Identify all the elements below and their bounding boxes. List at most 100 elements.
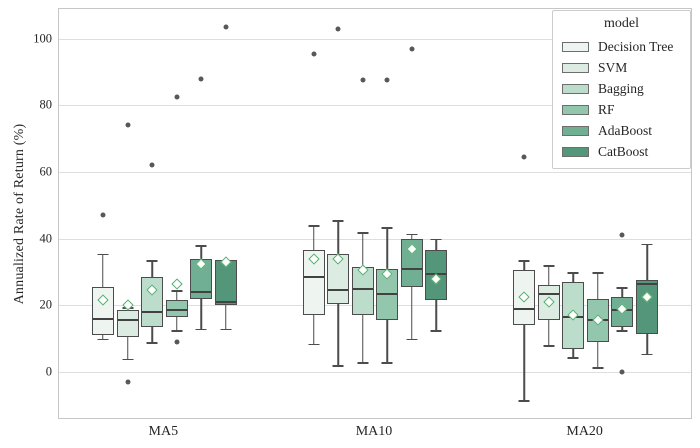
whisker-cap-bottom-catboost-ma5 <box>220 328 232 331</box>
whisker-cap-top-bagging-ma10 <box>357 232 369 234</box>
legend-swatch-adaboost <box>562 125 589 136</box>
legend-label-catboost: CatBoost <box>598 143 649 159</box>
legend-swatch-catboost <box>562 146 589 157</box>
median-svm-ma10 <box>328 289 349 292</box>
y-tick-label-60: 60 <box>39 164 53 179</box>
whisker-cap-bottom-catboost-ma20 <box>641 353 653 356</box>
whisker-cap-top-rf-ma20 <box>592 272 604 274</box>
x-tick-label-ma10: MA10 <box>355 424 393 439</box>
legend-swatch-rf <box>562 104 589 115</box>
outlier-decision-tree-ma20-0 <box>521 154 527 160</box>
whisker-cap-top-catboost-ma20 <box>641 243 653 246</box>
whisker-cap-bottom-bagging-ma5 <box>146 342 158 344</box>
median-decision-tree-ma5 <box>92 317 113 320</box>
whisker-cap-top-adaboost-ma10 <box>406 233 418 236</box>
box-rf-ma5 <box>165 300 188 317</box>
legend-label-rf: RF <box>598 101 615 117</box>
outlier-adaboost-ma10-0 <box>409 46 415 52</box>
legend-label-bagging: Bagging <box>598 80 644 96</box>
outlier-adaboost-ma5-0 <box>198 76 204 82</box>
median-bagging-ma5 <box>142 311 163 313</box>
y-tick-label-80: 80 <box>39 97 53 112</box>
outlier-catboost-ma5-0 <box>223 24 229 30</box>
gridline-80 <box>59 105 691 107</box>
whisker-cap-top-catboost-ma10 <box>430 238 442 241</box>
legend-entry-catboost: CatBoost <box>553 141 690 162</box>
legend-label-decision-tree: Decision Tree <box>598 38 674 54</box>
legend-title: model <box>604 16 639 31</box>
whisker-cap-top-rf-ma5 <box>171 290 183 292</box>
whisker-cap-top-rf-ma10 <box>381 227 393 229</box>
whisker-cap-bottom-decision-tree-ma20 <box>518 400 530 402</box>
whisker-cap-bottom-adaboost-ma5 <box>195 328 207 331</box>
whisker-cap-top-adaboost-ma20 <box>616 287 628 289</box>
y-tick-label-40: 40 <box>39 231 53 246</box>
y-axis-title: Annualized Rate of Return (%) <box>12 123 27 305</box>
legend-label-adaboost: AdaBoost <box>598 122 652 138</box>
legend-entry-svm: SVM <box>553 57 690 78</box>
whisker-cap-top-bagging-ma5 <box>146 260 158 262</box>
outlier-bagging-ma5-0 <box>149 162 155 168</box>
whisker-cap-bottom-decision-tree-ma5 <box>97 338 109 341</box>
outlier-svm-ma5-0 <box>125 122 131 128</box>
whisker-cap-top-adaboost-ma5 <box>195 245 207 247</box>
median-rf-ma5 <box>166 309 187 312</box>
whisker-cap-bottom-bagging-ma20 <box>567 357 579 359</box>
outlier-decision-tree-ma5-0 <box>100 212 106 218</box>
median-decision-tree-ma20 <box>514 307 535 310</box>
whisker-cap-top-decision-tree-ma5 <box>97 253 109 256</box>
whisker-cap-bottom-rf-ma10 <box>381 362 393 364</box>
median-rf-ma10 <box>377 292 398 295</box>
legend-entry-adaboost: AdaBoost <box>553 120 690 141</box>
whisker-cap-top-decision-tree-ma20 <box>518 260 530 262</box>
whisker-cap-bottom-svm-ma5 <box>122 358 134 361</box>
median-catboost-ma20 <box>637 282 658 285</box>
gridline-60 <box>59 172 691 173</box>
outlier-decision-tree-ma10-0 <box>311 51 317 57</box>
mean-marker-svm-ma5 <box>121 299 134 311</box>
outlier-rf-ma5-0 <box>174 94 180 100</box>
legend-swatch-svm <box>562 62 589 73</box>
median-svm-ma20 <box>538 292 559 295</box>
whisker-cap-bottom-adaboost-ma10 <box>406 338 418 341</box>
gridline-20 <box>59 305 691 307</box>
box-svm-ma5 <box>116 310 139 337</box>
whisker-cap-bottom-rf-ma20 <box>592 367 604 369</box>
mean-marker-rf-ma5 <box>170 277 183 290</box>
median-svm-ma5 <box>117 319 138 322</box>
legend-entry-bagging: Bagging <box>553 78 690 99</box>
x-tick-label-ma5: MA5 <box>148 424 179 439</box>
outlier-rf-ma5-1 <box>174 339 180 345</box>
y-tick-label-20: 20 <box>39 297 53 312</box>
median-adaboost-ma5 <box>191 291 212 293</box>
whisker-cap-top-svm-ma10 <box>332 220 344 222</box>
legend-entry-decision-tree: Decision Tree <box>553 36 690 57</box>
whisker-cap-bottom-catboost-ma10 <box>430 330 442 332</box>
gridline-0 <box>59 372 691 373</box>
whisker-decision-tree-ma20 <box>523 260 526 401</box>
box-catboost-ma20 <box>636 280 659 334</box>
x-tick-label-ma20: MA20 <box>566 424 603 439</box>
gridline-40 <box>59 238 691 240</box>
y-tick-label-100: 100 <box>33 31 52 46</box>
box-decision-tree-ma10 <box>302 250 325 316</box>
median-decision-tree-ma10 <box>303 276 324 278</box>
whisker-cap-bottom-svm-ma10 <box>332 365 344 367</box>
median-bagging-ma10 <box>352 287 373 290</box>
whisker-cap-bottom-decision-tree-ma10 <box>308 343 320 346</box>
box-adaboost-ma10 <box>400 238 423 287</box>
outlier-adaboost-ma20-0 <box>619 232 625 238</box>
legend-swatch-decision-tree <box>562 41 589 52</box>
legend-swatch-bagging <box>562 83 589 94</box>
legend-label-svm: SVM <box>598 59 628 75</box>
y-tick-label-0: 0 <box>45 364 52 379</box>
outlier-bagging-ma10-0 <box>360 77 366 83</box>
whisker-cap-top-svm-ma20 <box>543 265 555 267</box>
whisker-cap-bottom-rf-ma5 <box>171 330 183 332</box>
whisker-cap-bottom-adaboost-ma20 <box>616 330 628 332</box>
legend: model Decision Tree SVM Bagging RF AdaBoost C… <box>552 10 691 169</box>
median-catboost-ma5 <box>215 301 236 303</box>
median-adaboost-ma10 <box>401 267 422 270</box>
gridline-100 <box>59 38 691 40</box>
